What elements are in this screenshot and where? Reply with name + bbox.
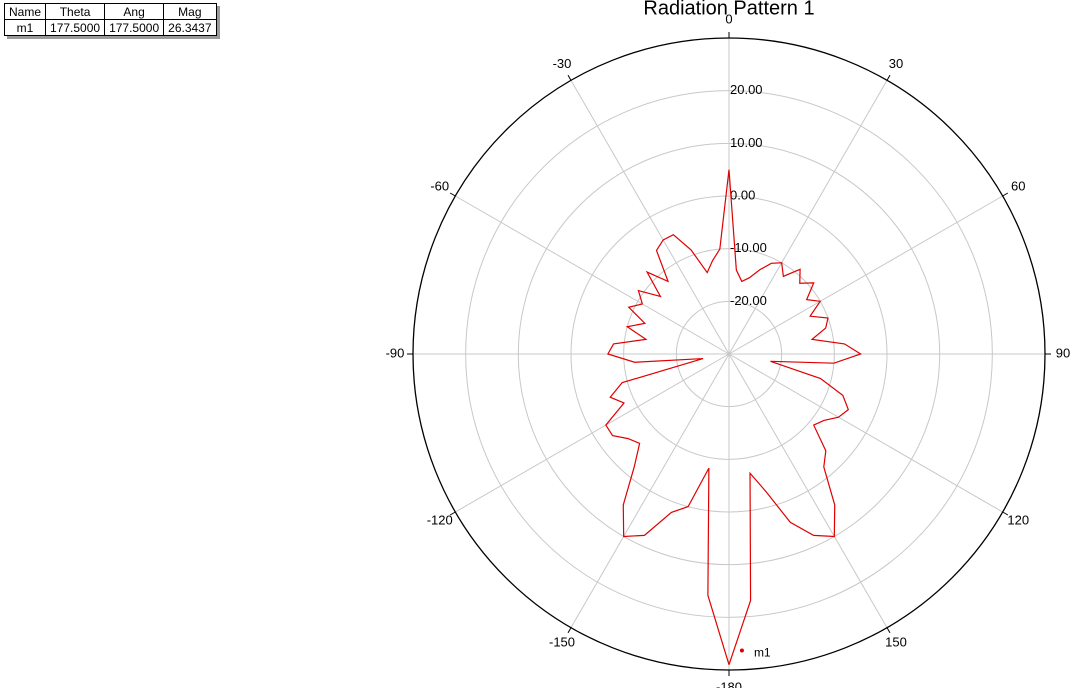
chart-title: Radiation Pattern 1 <box>643 0 814 19</box>
header-cell: Name <box>3 3 47 20</box>
grid-spoke <box>728 195 1003 355</box>
angle-tick-label: -120 <box>427 512 453 527</box>
angle-tick <box>886 74 891 81</box>
table-header: Name Theta Ang Mag <box>3 3 217 20</box>
table-row: m1 177.5000 177.5000 26.3437 <box>3 19 217 36</box>
angle-tick-label: 60 <box>1011 178 1025 193</box>
radial-tick-label: -20.00 <box>730 293 767 308</box>
grid-spoke <box>570 353 730 628</box>
angle-tick-label: 30 <box>889 56 903 71</box>
angle-tick-label: 90 <box>1056 345 1070 360</box>
grid-spoke <box>728 353 1003 513</box>
radial-tick-label: -10.00 <box>730 240 767 255</box>
angle-tick-label: 150 <box>885 635 907 650</box>
angle-tick <box>1002 192 1009 197</box>
angle-tick-label: -30 <box>553 56 572 71</box>
angle-tick <box>1002 511 1009 516</box>
outer-circle <box>412 37 1046 671</box>
angle-tick <box>567 627 572 634</box>
angle-tick <box>567 74 572 81</box>
table-cell: 177.5000 <box>45 19 106 36</box>
table-cell: m1 <box>3 19 47 36</box>
marker-table: Name Theta Ang Mag m1 177.5000 177.5000 … <box>3 3 217 36</box>
table-cell: 177.5000 <box>104 19 165 36</box>
angle-tick <box>449 511 456 516</box>
radial-tick-label: 20.00 <box>730 82 763 97</box>
angle-tick-label: -90 <box>386 345 405 360</box>
grid-spoke <box>455 353 730 513</box>
marker-point <box>739 648 744 653</box>
angle-tick <box>886 627 891 634</box>
angle-tick <box>449 192 456 197</box>
grid-spoke <box>570 80 730 355</box>
angle-tick-label: 120 <box>1007 512 1029 527</box>
angle-tick-label: 0 <box>725 11 732 26</box>
marker-label: m1 <box>754 646 771 660</box>
grid-spoke <box>728 80 888 355</box>
angle-tick-label: -180 <box>716 679 742 688</box>
trace <box>605 169 863 665</box>
radial-tick-label: 10.00 <box>730 135 763 150</box>
radial-tick-label: 0.00 <box>730 187 755 202</box>
angle-tick-label: -60 <box>430 178 449 193</box>
angle-tick-label: -150 <box>549 635 575 650</box>
grid-spoke <box>455 195 730 355</box>
table-cell: 26.3437 <box>163 19 217 36</box>
header-cell: Mag <box>163 3 217 20</box>
grid-spoke <box>728 353 888 628</box>
